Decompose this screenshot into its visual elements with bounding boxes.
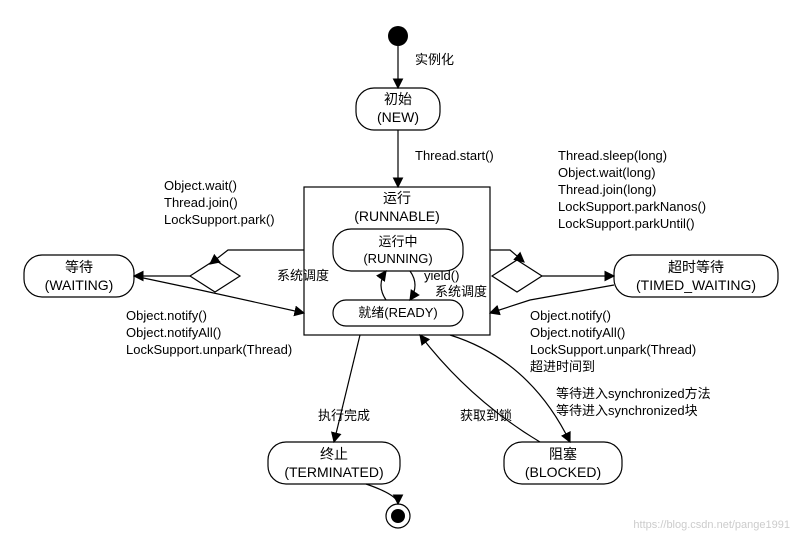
lbl-start: Thread.start() bbox=[415, 148, 494, 163]
lbl-instantiate: 实例化 bbox=[415, 52, 454, 67]
timed-l1: (TIMED_WAITING) bbox=[636, 277, 756, 293]
start-node bbox=[388, 26, 408, 46]
waiting-l1: (WAITING) bbox=[45, 277, 114, 293]
edge-from-block bbox=[420, 335, 540, 442]
lbl-sched1: 系统调度 bbox=[435, 284, 487, 299]
lbl-towait-0: Object.wait() bbox=[164, 178, 237, 193]
lbl-toblock-1: 等待进入synchronized块 bbox=[556, 403, 698, 418]
runnable-l1: (RUNNABLE) bbox=[354, 208, 440, 224]
lbl-totimed-2: Thread.join(long) bbox=[558, 182, 656, 197]
lbl-fromwait-2: LockSupport.unpark(Thread) bbox=[126, 342, 292, 357]
diamond-left bbox=[190, 260, 240, 292]
lbl-complete: 执行完成 bbox=[318, 408, 370, 423]
running-l0: 运行中 bbox=[378, 234, 417, 249]
edge-terminate bbox=[366, 484, 398, 504]
edge-complete bbox=[334, 335, 360, 442]
new-l0: 初始 bbox=[384, 91, 412, 107]
edge-to-timed bbox=[490, 250, 524, 262]
lbl-yield: yield() bbox=[424, 268, 459, 283]
watermark: https://blog.csdn.net/pange1991 bbox=[633, 519, 790, 531]
lbl-fromtimed-2: LockSupport.unpark(Thread) bbox=[530, 342, 696, 357]
lbl-fromtimed-3: 超进时间到 bbox=[530, 359, 595, 374]
lbl-fromwait-0: Object.notify() bbox=[126, 308, 207, 323]
lbl-towait-2: LockSupport.park() bbox=[164, 212, 275, 227]
term-l0: 终止 bbox=[320, 446, 348, 462]
lbl-totimed-0: Thread.sleep(long) bbox=[558, 148, 667, 163]
timed-l0: 超时等待 bbox=[668, 259, 724, 275]
lbl-totimed-1: Object.wait(long) bbox=[558, 165, 656, 180]
lbl-fromtimed-1: Object.notifyAll() bbox=[530, 325, 625, 340]
lbl-totimed-3: LockSupport.parkNanos() bbox=[558, 199, 706, 214]
lbl-fromblock: 获取到锁 bbox=[460, 408, 512, 423]
new-l1: (NEW) bbox=[377, 109, 419, 125]
ready-l0: 就绪(READY) bbox=[358, 305, 437, 320]
lbl-fromwait-1: Object.notifyAll() bbox=[126, 325, 221, 340]
waiting-l0: 等待 bbox=[65, 259, 93, 275]
blocked-l1: (BLOCKED) bbox=[525, 464, 601, 480]
term-l1: (TERMINATED) bbox=[284, 464, 383, 480]
lbl-fromtimed-0: Object.notify() bbox=[530, 308, 611, 323]
blocked-l0: 阻塞 bbox=[549, 446, 577, 462]
end-node-inner bbox=[391, 509, 405, 523]
lbl-towait-1: Thread.join() bbox=[164, 195, 238, 210]
runnable-l0: 运行 bbox=[383, 190, 411, 206]
diamond-right bbox=[492, 260, 542, 292]
lbl-sched2: 系统调度 bbox=[277, 268, 329, 283]
lbl-toblock-0: 等待进入synchronized方法 bbox=[556, 386, 711, 401]
running-l1: (RUNNING) bbox=[363, 251, 432, 266]
edge-to-wait bbox=[210, 250, 304, 264]
lbl-totimed-4: LockSupport.parkUntil() bbox=[558, 216, 695, 231]
